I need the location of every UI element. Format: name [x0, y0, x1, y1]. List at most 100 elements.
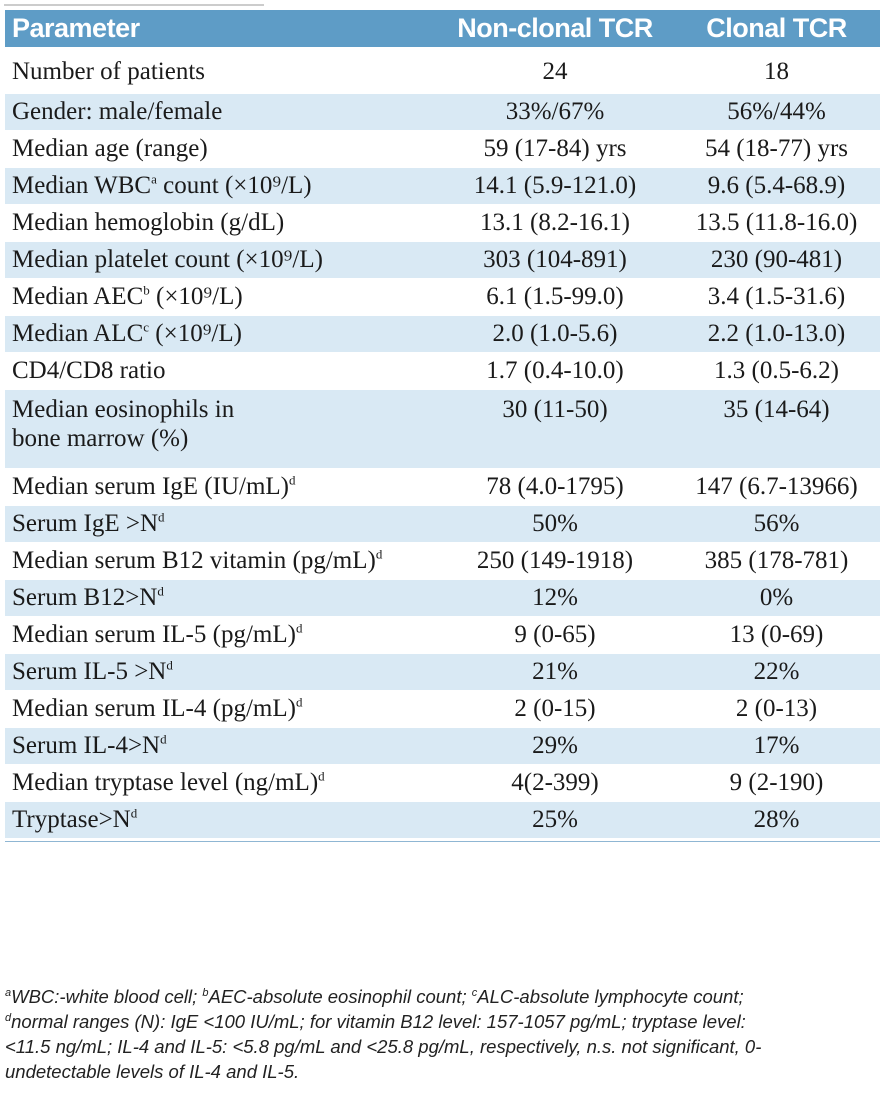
- cell-non-clonal-tcr: 29%: [437, 727, 673, 765]
- table-row: Median eosinophils in bone marrow (%) 30 (…: [5, 389, 880, 469]
- table-row: Median ALCc (×10⁹/L) 2.0 (1.0-5.6) 2.2 (1.…: [5, 315, 880, 353]
- row-parameter-label: Serum B12>Nd: [5, 579, 437, 617]
- row-parameter-label: Median platelet count (×10⁹/L): [5, 241, 437, 279]
- row-parameter-label: Median serum IgE (IU/mL)d: [5, 468, 437, 506]
- footnote-marker: d: [158, 509, 165, 525]
- footnote-marker: a: [5, 986, 12, 999]
- parameter-text: Median tryptase level (ng/mL): [12, 768, 319, 796]
- footnote-marker: b: [143, 282, 150, 298]
- footnote-marker: d: [289, 472, 296, 488]
- table-row: Median serum IL-5 (pg/mL)d 9 (0-65) 13 (0-…: [5, 616, 880, 654]
- header-non-clonal-tcr: Non-clonal TCR: [437, 10, 673, 47]
- footnote-line-3: <11.5 ng/mL; IL-4 and IL-5: <5.8 pg/mL a…: [5, 1036, 762, 1057]
- parameter-text: CD4/CD8 ratio: [12, 356, 166, 384]
- row-parameter-label: Median ALCc (×10⁹/L): [5, 315, 437, 353]
- cell-clonal-tcr: 3.4 (1.5-31.6): [673, 278, 880, 316]
- cell-non-clonal-tcr: 33%/67%: [437, 93, 673, 131]
- parameter-text: Median age (range): [12, 134, 208, 162]
- footnote-marker: d: [160, 731, 167, 747]
- table-row: CD4/CD8 ratio 1.7 (0.4-10.0) 1.3 (0.5-6.2): [5, 352, 880, 390]
- table-row: Median serum IL-4 (pg/mL)d 2 (0-15) 2 (0-1…: [5, 690, 880, 728]
- table-row: Serum IL-4>Nd 29% 17%: [5, 727, 880, 765]
- row-parameter-label: Gender: male/female: [5, 93, 437, 131]
- row-parameter-label: Median serum IL-4 (pg/mL)d: [5, 690, 437, 728]
- cell-clonal-tcr: 13.5 (11.8-16.0): [673, 204, 880, 242]
- table-row: Median WBCa count (×10⁹/L) 14.1 (5.9-121.…: [5, 167, 880, 205]
- cell-non-clonal-tcr: 24: [437, 47, 673, 94]
- row-parameter-label: Serum IL-5 >Nd: [5, 653, 437, 691]
- parameter-text: Median serum B12 vitamin (pg/mL): [12, 546, 376, 574]
- cell-non-clonal-tcr: 2 (0-15): [437, 690, 673, 728]
- table-footnote: aWBC:-white blood cell; bAEC-absolute eo…: [5, 984, 880, 1084]
- cell-non-clonal-tcr: 6.1 (1.5-99.0): [437, 278, 673, 316]
- table-row: Median age (range) 59 (17-84) yrs 54 (18-7…: [5, 130, 880, 168]
- row-parameter-label: Median serum B12 vitamin (pg/mL)d: [5, 542, 437, 580]
- parameter-text-line2: bone marrow (%): [12, 424, 189, 452]
- header-clonal-tcr: Clonal TCR: [673, 10, 880, 47]
- cell-clonal-tcr: 17%: [673, 727, 880, 765]
- parameter-text: Median serum IgE (IU/mL): [12, 472, 290, 500]
- table-row: Serum IL-5 >Nd 21% 22%: [5, 653, 880, 691]
- parameter-unit-text: (×10⁹/L): [149, 319, 242, 347]
- parameter-text: Median hemoglobin (g/dL): [12, 208, 285, 236]
- parameter-text: Median serum IL-4 (pg/mL): [12, 694, 296, 722]
- row-parameter-label: Tryptase>Nd: [5, 801, 437, 839]
- row-parameter-label: Median serum IL-5 (pg/mL)d: [5, 616, 437, 654]
- footnote-text: normal ranges (N): IgE <100 IU/mL; for v…: [11, 1011, 746, 1032]
- row-parameter-label: Median AECb (×10⁹/L): [5, 278, 437, 316]
- table-row: Median hemoglobin (g/dL) 13.1 (8.2-16.1) 1…: [5, 204, 880, 242]
- footnote-marker: a: [151, 171, 157, 187]
- parameter-text: Median ALC: [12, 319, 144, 347]
- cropped-caption-fragment: [0, 0, 889, 6]
- parameter-text: Median eosinophils in: [12, 396, 235, 423]
- cell-clonal-tcr: 56%/44%: [673, 93, 880, 131]
- cell-non-clonal-tcr: 30 (11-50): [437, 389, 673, 469]
- footnote-text: ALC-absolute lymphocyte count;: [477, 986, 744, 1007]
- cell-non-clonal-tcr: 21%: [437, 653, 673, 691]
- cell-clonal-tcr: 230 (90-481): [673, 241, 880, 279]
- footnote-marker: d: [157, 583, 164, 599]
- cell-non-clonal-tcr: 9 (0-65): [437, 616, 673, 654]
- cell-clonal-tcr: 2.2 (1.0-13.0): [673, 315, 880, 353]
- parameter-unit-text: (×10⁹/L): [149, 282, 243, 310]
- cell-non-clonal-tcr: 50%: [437, 505, 673, 543]
- table-row: Tryptase>Nd 25% 28%: [5, 801, 880, 839]
- footnote-marker: d: [318, 768, 325, 784]
- table-row: Serum IgE >Nd 50% 56%: [5, 505, 880, 543]
- table-row: Serum B12>Nd 12% 0%: [5, 579, 880, 617]
- parameter-text: Median AEC: [12, 282, 144, 310]
- row-parameter-label: Median hemoglobin (g/dL): [5, 204, 437, 242]
- parameter-text: Number of patients: [12, 57, 206, 85]
- footnote-marker: c: [471, 986, 478, 999]
- table-row: Gender: male/female 33%/67% 56%/44%: [5, 93, 880, 131]
- footnote-marker: d: [166, 657, 173, 673]
- footnote-marker: d: [130, 805, 138, 821]
- row-parameter-label: CD4/CD8 ratio: [5, 352, 437, 390]
- footnote-marker: c: [143, 319, 150, 335]
- footnote-text: WBC:-white blood cell;: [11, 986, 203, 1007]
- footnote-marker: d: [375, 546, 383, 562]
- parameter-unit-text: count (×10⁹/L): [156, 171, 312, 199]
- patient-characteristics-table: Parameter Non-clonal TCR Clonal TCR Numb…: [5, 10, 880, 839]
- table-row: Median AECb (×10⁹/L) 6.1 (1.5-99.0) 3.4 (1…: [5, 278, 880, 316]
- cell-clonal-tcr: 147 (6.7-13966): [673, 468, 880, 506]
- parameter-text: Serum IgE >N: [12, 509, 159, 537]
- footnote-text: AEC-absolute eosinophil count;: [208, 986, 472, 1007]
- parameter-text: Serum IL-5 >N: [12, 657, 167, 685]
- cell-clonal-tcr: 385 (178-781): [673, 542, 880, 580]
- cell-non-clonal-tcr: 2.0 (1.0-5.6): [437, 315, 673, 353]
- footnote-marker: d: [5, 1011, 12, 1024]
- cell-clonal-tcr: 56%: [673, 505, 880, 543]
- cell-non-clonal-tcr: 14.1 (5.9-121.0): [437, 167, 673, 205]
- table-row: Median platelet count (×10⁹/L) 303 (104-8…: [5, 241, 880, 279]
- row-parameter-label: Median WBCa count (×10⁹/L): [5, 167, 437, 205]
- footnote-marker: b: [202, 986, 209, 999]
- footnote-line-4: undetectable levels of IL-4 and IL-5.: [5, 1061, 300, 1082]
- cell-clonal-tcr: 22%: [673, 653, 880, 691]
- cell-non-clonal-tcr: 4(2-399): [437, 764, 673, 802]
- footnote-line-2: dnormal ranges (N): IgE <100 IU/mL; for …: [5, 1009, 880, 1034]
- row-parameter-label: Serum IL-4>Nd: [5, 727, 437, 765]
- cell-clonal-tcr: 35 (14-64): [673, 389, 880, 469]
- parameter-text: Serum B12>N: [12, 583, 158, 611]
- cell-clonal-tcr: 18: [673, 47, 880, 94]
